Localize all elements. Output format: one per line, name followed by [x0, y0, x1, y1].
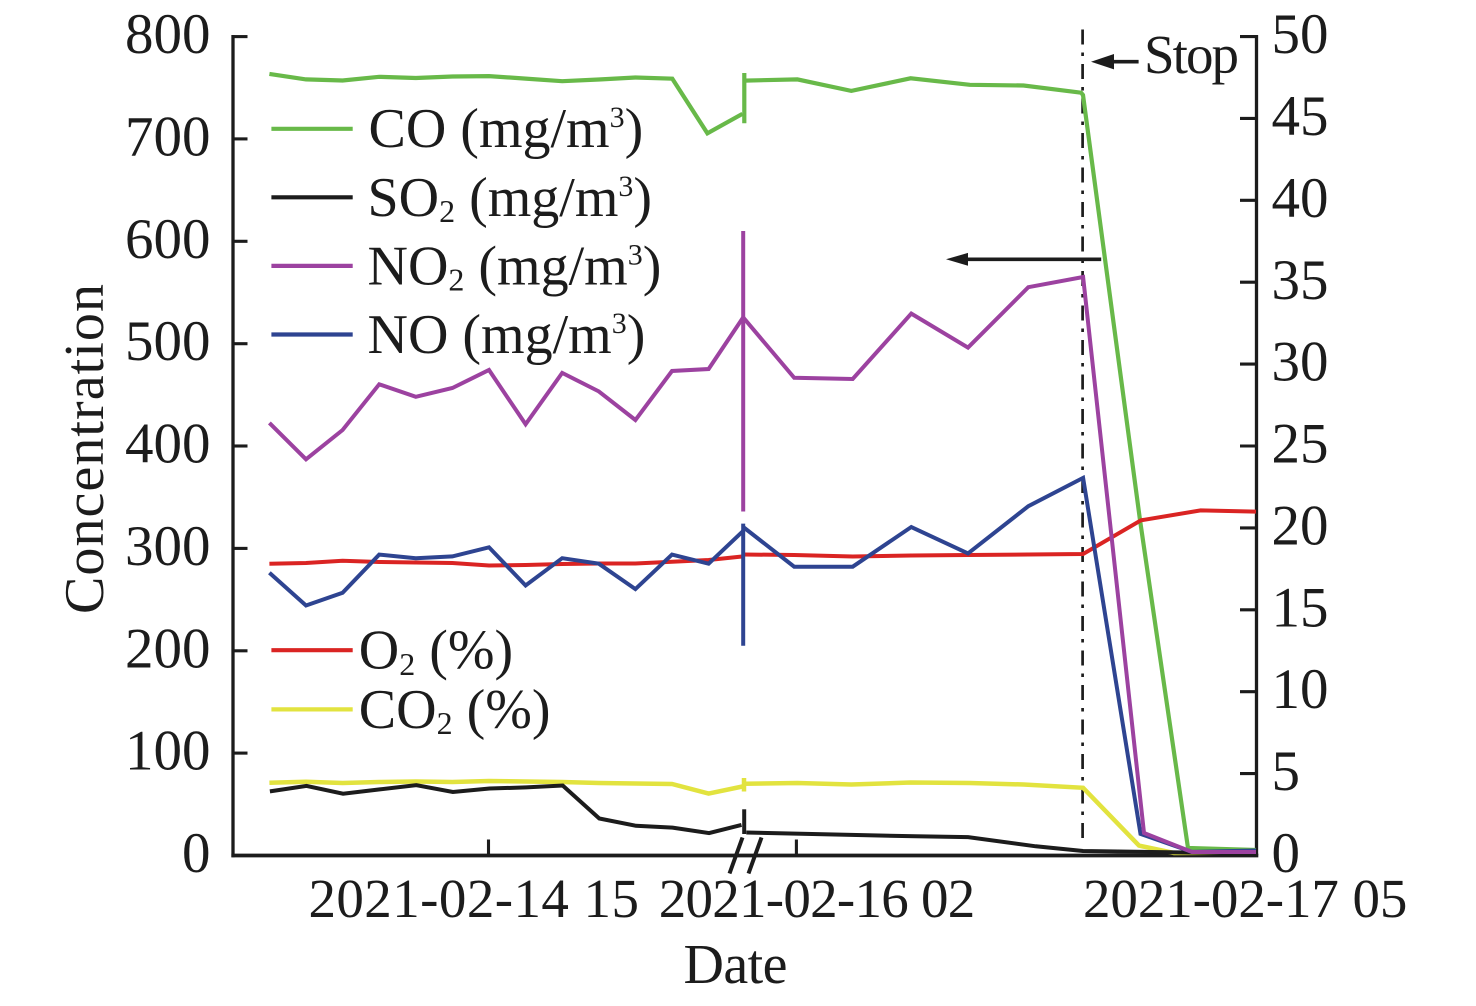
svg-text:Stop: Stop	[1144, 24, 1239, 85]
svg-text:Date: Date	[684, 934, 788, 996]
svg-text:25: 25	[1272, 413, 1329, 476]
svg-text:0: 0	[1272, 822, 1301, 885]
svg-text:700: 700	[125, 105, 211, 168]
svg-text:O2 (%): O2 (%)	[359, 620, 513, 682]
svg-text:2021-02-14 15: 2021-02-14 15	[308, 868, 639, 929]
svg-text:NO2 (mg/m3): NO2 (mg/m3)	[368, 235, 662, 297]
svg-text:2021-02-16 02: 2021-02-16 02	[659, 868, 976, 929]
svg-text:30: 30	[1272, 331, 1329, 394]
svg-text:400: 400	[125, 413, 211, 476]
svg-text:CO (mg/m3): CO (mg/m3)	[369, 98, 644, 160]
svg-text:500: 500	[125, 310, 211, 373]
svg-text:300: 300	[125, 515, 211, 578]
svg-text:Concentration: Concentration	[54, 284, 116, 614]
svg-text:200: 200	[125, 617, 211, 680]
svg-text:600: 600	[125, 208, 211, 271]
svg-text:SO2 (mg/m3): SO2 (mg/m3)	[368, 167, 653, 229]
svg-text:20: 20	[1272, 494, 1329, 557]
svg-text:5: 5	[1272, 740, 1301, 803]
svg-text:100: 100	[125, 720, 211, 783]
svg-text:NO (mg/m3): NO (mg/m3)	[368, 304, 646, 366]
svg-text:10: 10	[1272, 658, 1329, 721]
svg-text:CO2 (%): CO2 (%)	[359, 679, 551, 741]
svg-text:50: 50	[1272, 3, 1329, 66]
svg-text:2021-02-17 05: 2021-02-17 05	[1083, 868, 1407, 929]
svg-text:45: 45	[1272, 85, 1329, 148]
svg-text:0: 0	[182, 822, 211, 885]
svg-text:15: 15	[1272, 576, 1329, 639]
svg-text:800: 800	[125, 3, 211, 66]
svg-text:40: 40	[1272, 167, 1329, 230]
svg-text:35: 35	[1272, 249, 1329, 312]
